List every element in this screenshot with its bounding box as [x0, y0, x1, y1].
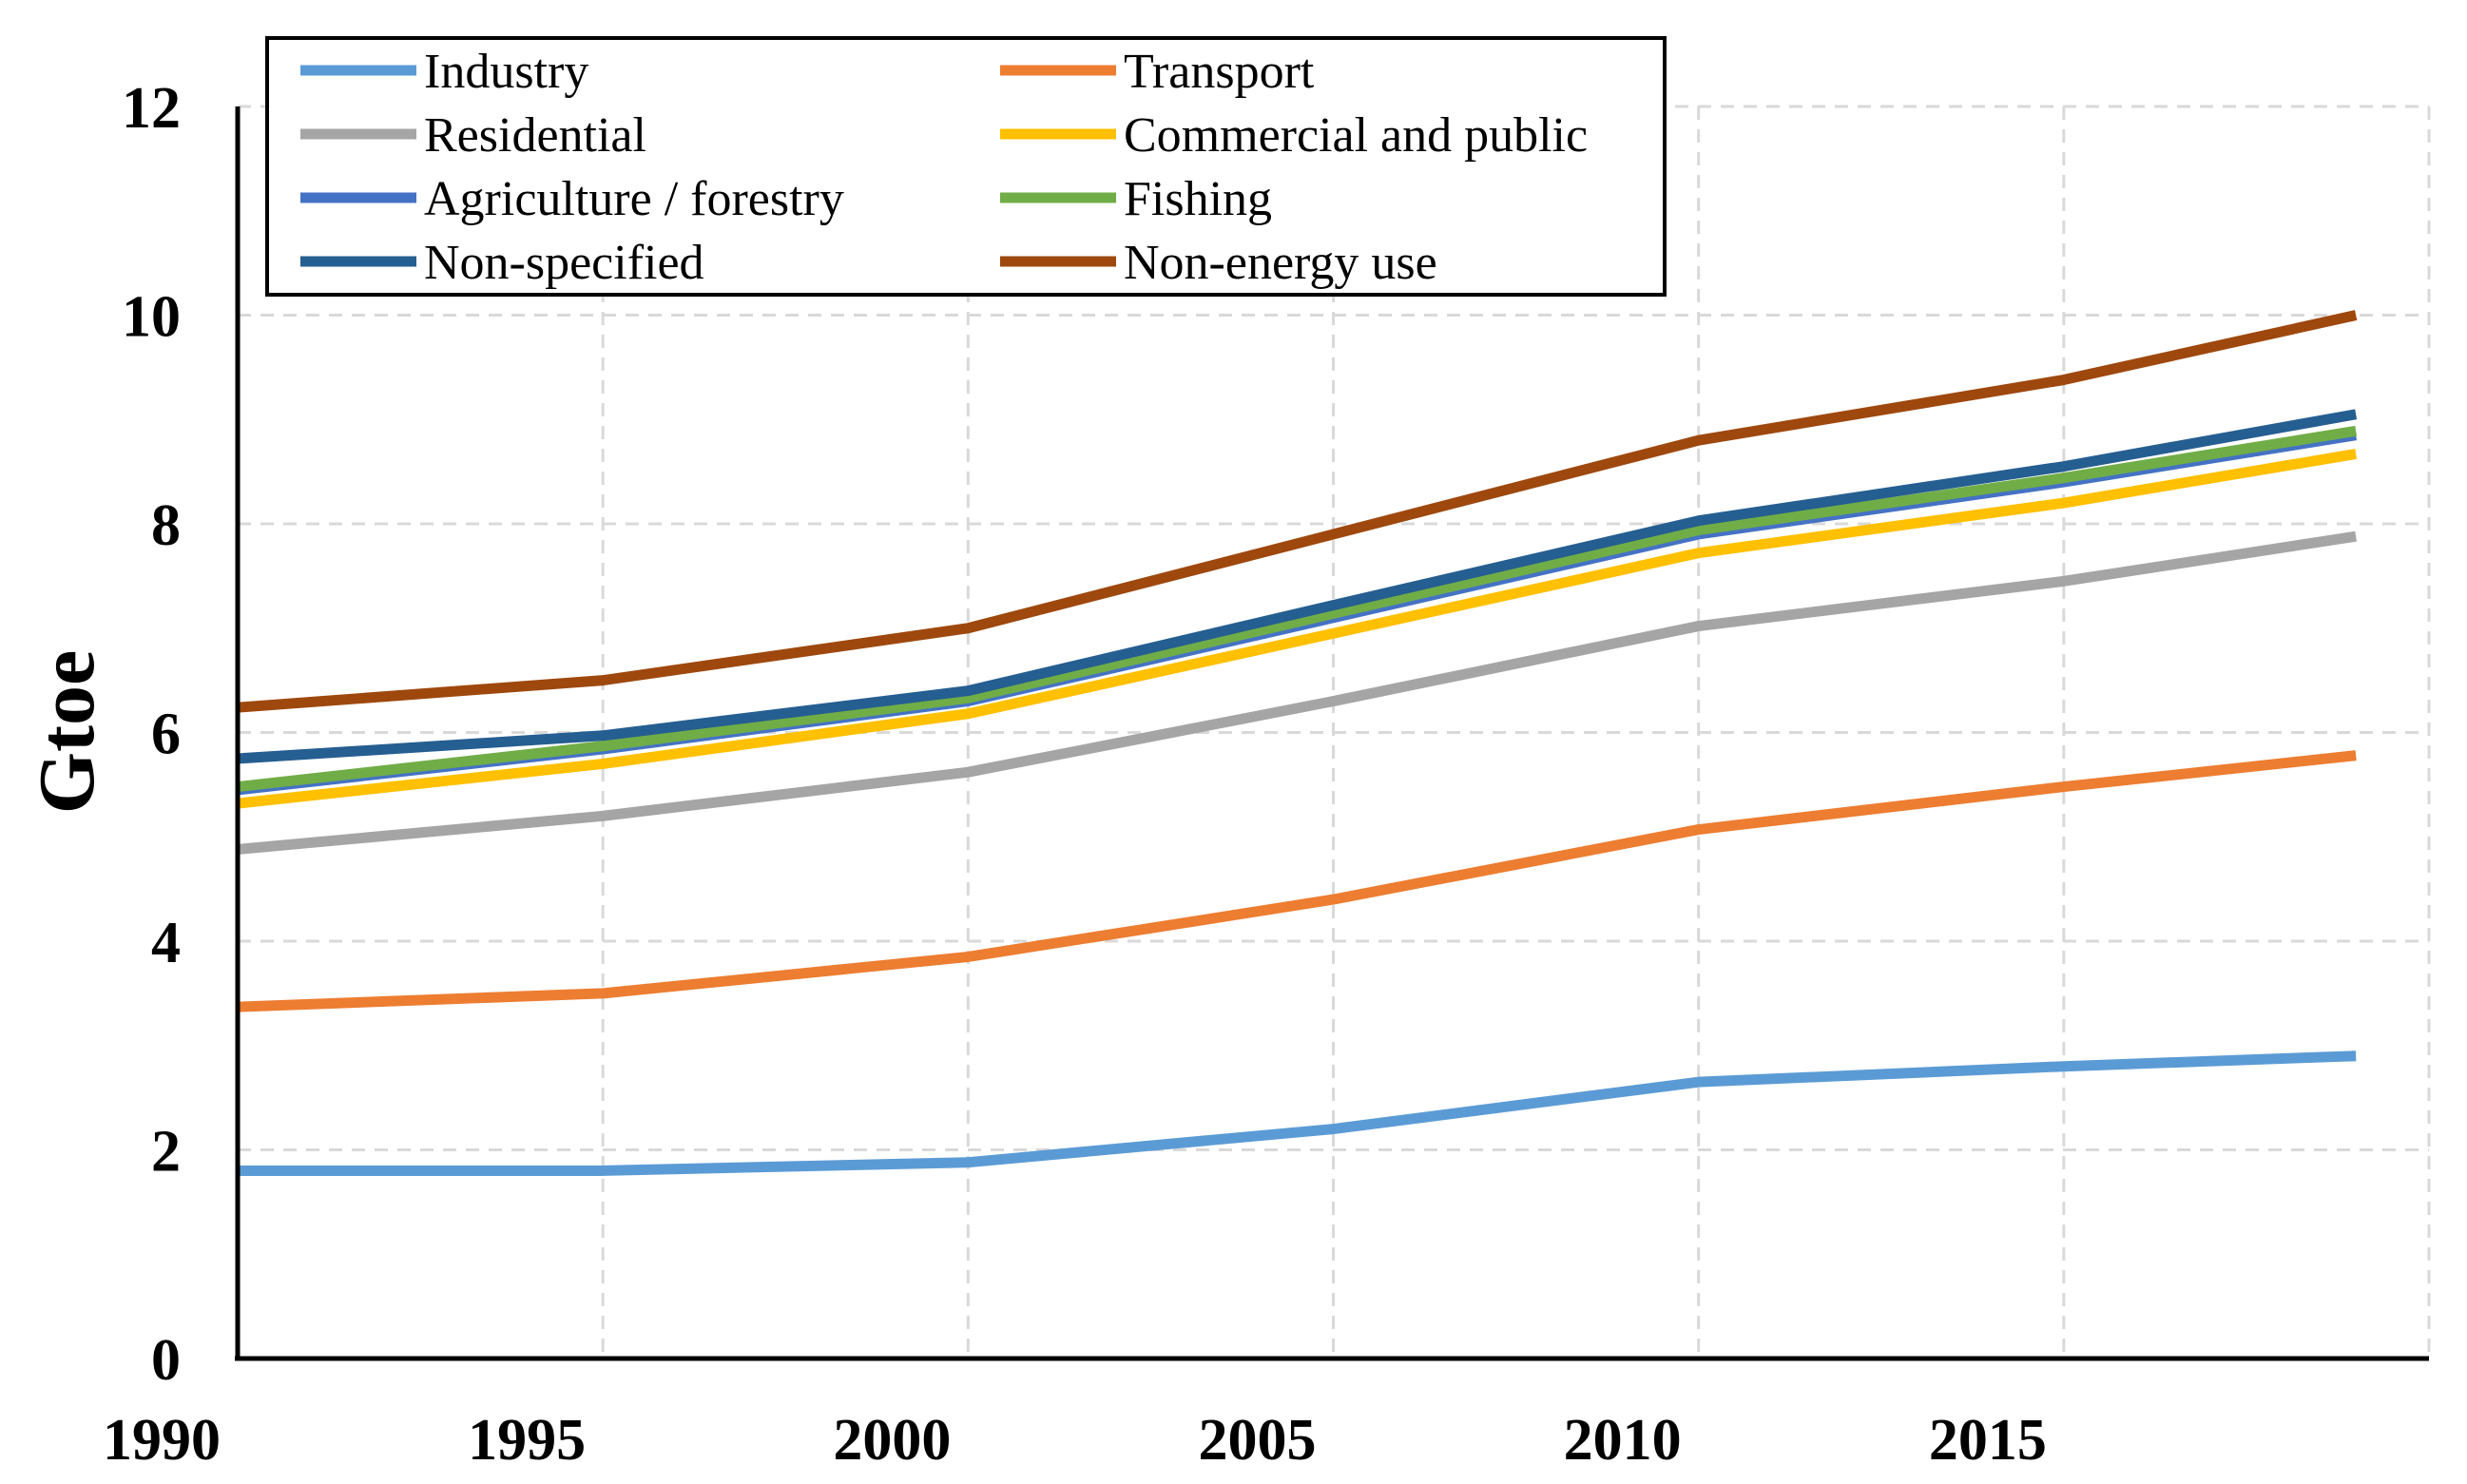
axes: [235, 106, 2429, 1361]
x-tick-label: 1995: [468, 1408, 586, 1473]
y-tick-labels: 0 2 4 6 8 10 12: [122, 76, 181, 1393]
series-line: [237, 449, 2358, 809]
series-line: [237, 409, 2358, 764]
legend: Industry Transport Residential Commercial a…: [265, 36, 1667, 297]
y-tick-label: 4: [151, 911, 181, 975]
y-tick-label: 0: [151, 1328, 181, 1393]
legend-label: Transport: [1124, 45, 1315, 99]
legend-label: Non-energy use: [1124, 236, 1437, 290]
legend-label: Commercial and public: [1124, 108, 1588, 163]
x-tick-label: 1990: [103, 1408, 221, 1473]
x-tick-label: 2000: [833, 1408, 951, 1473]
series-line: [237, 750, 2357, 1012]
x-tick-labels: 1990 1995 2000 2005 2010 2015: [103, 1408, 2047, 1473]
series-line: [237, 425, 2358, 793]
x-tick-label: 2010: [1564, 1408, 1682, 1473]
y-tick-label: 2: [151, 1120, 181, 1185]
series-line: [238, 1050, 2357, 1176]
legend-label: Industry: [424, 45, 588, 99]
y-tick-label: 8: [151, 493, 181, 558]
legend-label: Fishing: [1124, 172, 1272, 226]
y-tick-label: 6: [151, 703, 181, 767]
series-lines: [237, 310, 2358, 1176]
x-tick-label: 2005: [1199, 1408, 1317, 1473]
series-line: [237, 530, 2358, 855]
y-tick-label: 10: [122, 285, 181, 350]
legend-label: Residential: [424, 108, 646, 163]
legend-box: [265, 36, 1667, 297]
x-tick-label: 2015: [1929, 1408, 2047, 1473]
series-line: [237, 310, 2358, 713]
legend-label: Non-specified: [424, 236, 704, 290]
y-tick-label: 12: [122, 76, 181, 141]
legend-label: Agriculture / forestry: [424, 172, 844, 226]
y-axis-label: Gtoe: [23, 650, 111, 815]
